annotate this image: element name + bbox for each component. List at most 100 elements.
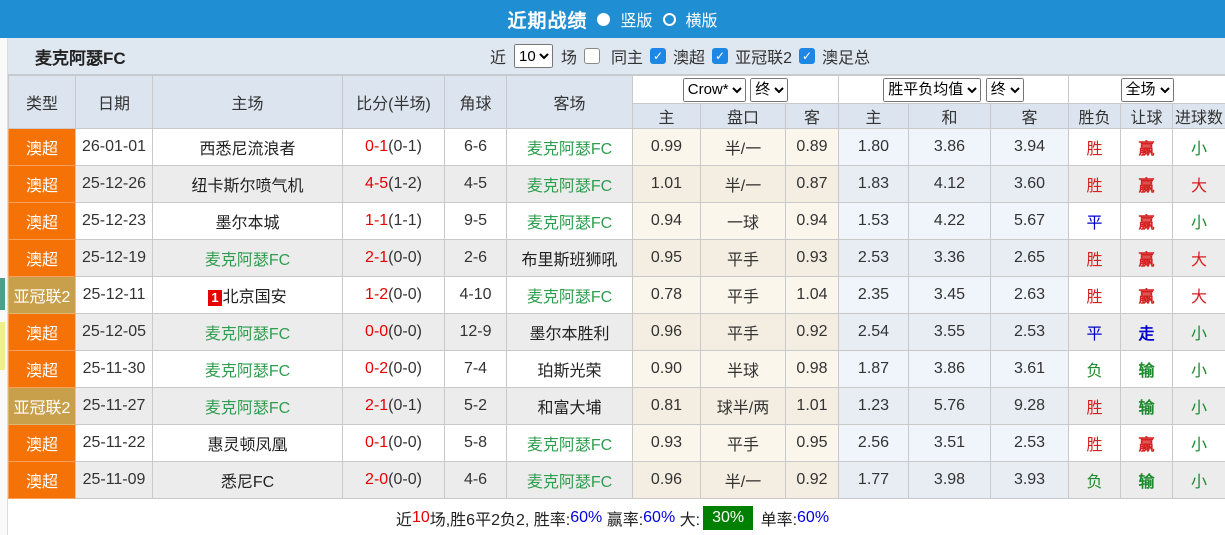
left-strip-fragment: [0, 322, 5, 370]
odds-company-select[interactable]: Crow*: [682, 77, 746, 102]
halftime-score: (0-0): [388, 434, 422, 451]
home-team-cell: 麦克阿瑟FC: [152, 239, 343, 277]
let-rate-label: 赢率:: [606, 512, 644, 529]
away-team-cell: 麦克阿瑟FC: [506, 461, 633, 499]
win-rate: 60%: [570, 509, 603, 526]
goals-result-cell: 小: [1172, 461, 1225, 499]
league-acl2-checkbox[interactable]: ✓: [712, 48, 729, 64]
full-match-select[interactable]: 全场: [1120, 77, 1174, 102]
odds-away-cell: 1.04: [785, 276, 839, 314]
fulltime-score: 2-0: [365, 471, 389, 488]
left-margin-strip: [0, 38, 8, 535]
handicap-result-cell: 输: [1120, 461, 1174, 499]
handicap-result-cell: 输: [1120, 350, 1174, 388]
single-rate: 60%: [797, 509, 830, 526]
big-rate-badge: 30%: [703, 506, 754, 530]
away-team-name: 麦克阿瑟FC: [526, 215, 613, 232]
avg-draw-cell: 3.45: [908, 276, 991, 314]
fulltime-score: 0-1: [365, 434, 389, 451]
filters-group: 近 10 场 ✓ 同主 ✓ 澳超 ✓ 亚冠联2 ✓ 澳足总: [490, 44, 870, 68]
away-team-cell: 麦克阿瑟FC: [506, 165, 633, 203]
away-team-name: 麦克阿瑟FC: [526, 474, 613, 491]
avg-draw-cell: 3.55: [908, 313, 991, 351]
halftime-score: (0-0): [388, 286, 422, 303]
result-cell: 胜: [1068, 239, 1122, 277]
table-row: 澳超 25-12-23 墨尔本城 1-1(1-1) 9-5 麦克阿瑟FC 0.94 一球 0.9…: [8, 202, 1225, 240]
score-cell: 1-2(0-0): [342, 276, 445, 314]
left-strip-fragment: [0, 278, 5, 310]
match-count-select[interactable]: 10: [514, 44, 554, 68]
handicap-result-text: 赢: [1138, 178, 1155, 195]
score-cell: 2-0(0-0): [342, 461, 445, 499]
handicap-result-cell: 输: [1120, 387, 1174, 425]
league-type-cell: 澳超: [8, 202, 76, 240]
same-home-label: 同主: [611, 50, 644, 67]
result-cell: 胜: [1068, 387, 1122, 425]
halftime-score: (0-1): [388, 138, 422, 155]
sub-odds-away: 客: [785, 103, 839, 129]
odds-away-cell: 0.98: [785, 350, 839, 388]
away-team-name: 墨尔本胜利: [529, 326, 610, 343]
fulltime-score: 4-5: [365, 175, 389, 192]
home-team-cell: 麦克阿瑟FC: [152, 313, 343, 351]
handicap-result-text: 输: [1138, 400, 1155, 417]
home-team-cell: 西悉尼流浪者: [152, 128, 343, 166]
date-cell: 25-12-05: [75, 313, 153, 351]
league-type-cell: 澳超: [8, 424, 76, 462]
goals-result-text: 小: [1191, 437, 1208, 454]
avg-home-cell: 2.56: [838, 424, 909, 462]
odds-away-cell: 0.92: [785, 313, 839, 351]
avg-home-cell: 2.35: [838, 276, 909, 314]
league-cup-label: 澳足总: [821, 50, 870, 67]
fulltime-score: 1-2: [365, 286, 389, 303]
odds-away-cell: 0.94: [785, 202, 839, 240]
horizontal-option[interactable]: 横版: [685, 13, 718, 30]
result-cell: 平: [1068, 313, 1122, 351]
halftime-score: (0-0): [388, 360, 422, 377]
handicap-line-cell: 平手: [700, 239, 786, 277]
vertical-option[interactable]: 竖版: [620, 13, 653, 30]
date-cell: 25-11-22: [75, 424, 153, 462]
table-row: 亚冠联2 25-11-27 麦克阿瑟FC 2-1(0-1) 5-2 和富大埔 0.81 球半/…: [8, 387, 1225, 425]
fulltime-score: 0-2: [365, 360, 389, 377]
goals-result-cell: 小: [1172, 128, 1225, 166]
sub-result-goals: 进球数: [1172, 103, 1225, 129]
date-cell: 25-11-27: [75, 387, 153, 425]
date-cell: 25-12-23: [75, 202, 153, 240]
avg-select[interactable]: 胜平负均值: [883, 77, 982, 102]
table-row: 澳超 25-11-22 惠灵顿凤凰 0-1(0-0) 5-8 麦克阿瑟FC 0.93 平手 0.…: [8, 424, 1225, 462]
handicap-line-cell: 半/一: [700, 165, 786, 203]
avg-home-cell: 1.80: [838, 128, 909, 166]
odds-final-select[interactable]: 终: [750, 77, 789, 102]
halftime-score: (0-0): [388, 471, 422, 488]
results-table: 类型 日期 主场 比分(半场) 角球 客场 Crow* 终 胜平负均值 终 全场: [8, 75, 1225, 499]
handicap-result-text: 赢: [1138, 289, 1155, 306]
away-team-cell: 麦克阿瑟FC: [506, 424, 633, 462]
avg-away-cell: 2.65: [989, 239, 1070, 277]
date-cell: 25-11-30: [75, 350, 153, 388]
same-home-checkbox[interactable]: ✓: [584, 48, 601, 64]
odds-away-cell: 1.01: [785, 387, 839, 425]
halftime-score: (0-0): [388, 323, 422, 340]
summary-footer: 近 10 场,胜6平2负2, 胜率: 60% 赢率: 60% 大: 30% 单率: 60%: [0, 499, 1225, 535]
halftime-score: (1-2): [388, 175, 422, 192]
league-cup-checkbox[interactable]: ✓: [798, 48, 815, 64]
odds-away-cell: 0.95: [785, 424, 839, 462]
corners-cell: 9-5: [444, 202, 507, 240]
big-rate-label: 大:: [679, 512, 701, 529]
result-cell: 负: [1068, 461, 1122, 499]
goals-result-cell: 大: [1172, 239, 1225, 277]
vertical-radio-icon[interactable]: [597, 12, 611, 26]
goals-result-cell: 小: [1172, 424, 1225, 462]
result-cell: 胜: [1068, 276, 1122, 314]
league-aus-checkbox[interactable]: ✓: [650, 48, 667, 64]
horizontal-radio-icon[interactable]: [662, 12, 676, 26]
avg-final-select[interactable]: 终: [985, 77, 1024, 102]
odds-home-cell: 0.93: [632, 424, 701, 462]
odds-away-cell: 0.87: [785, 165, 839, 203]
sub-result-let: 让球: [1120, 103, 1174, 129]
corners-cell: 7-4: [444, 350, 507, 388]
col-home: 主场: [152, 75, 343, 129]
filter-bar: 麦克阿瑟FC 近 10 场 ✓ 同主 ✓ 澳超 ✓ 亚冠联2 ✓ 澳足总: [0, 38, 1225, 75]
league-type-cell: 亚冠联2: [8, 276, 76, 314]
